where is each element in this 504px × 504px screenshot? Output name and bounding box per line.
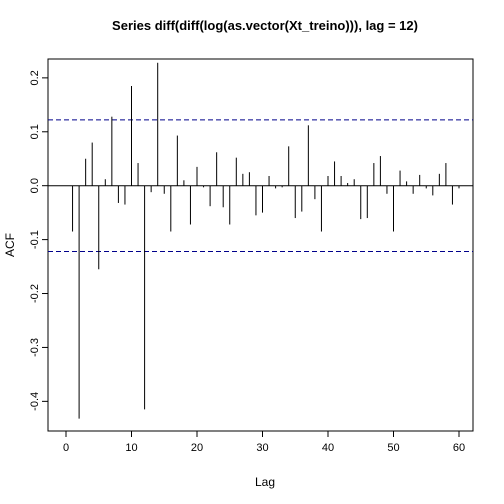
x-tick-label: 60 <box>453 442 465 454</box>
plot-layer <box>48 62 473 419</box>
chart-title: Series diff(diff(log(as.vector(Xt_treino… <box>112 18 418 33</box>
x-tick-label: 40 <box>322 442 334 454</box>
x-tick-label: 30 <box>256 442 268 454</box>
y-tick-label: 0.2 <box>29 70 41 85</box>
x-axis-label: Lag <box>255 475 275 489</box>
y-tick-label: 0.1 <box>29 124 41 139</box>
axis-layer: 0 10 20 30 40 50 60 -0.4 -0.3 -0.2 -0.1 0.0 0.1 0.2 <box>29 70 465 454</box>
x-tick-label: 50 <box>387 442 399 454</box>
y-tick-label: -0.3 <box>29 338 41 357</box>
x-tick-label: 20 <box>191 442 203 454</box>
y-tick-label: -0.4 <box>29 392 41 411</box>
y-tick-label: -0.2 <box>29 284 41 303</box>
y-axis-label: ACF <box>3 233 17 257</box>
y-tick-label: 0.0 <box>29 178 41 193</box>
y-tick-label: -0.1 <box>29 230 41 249</box>
plot-frame <box>47 58 474 432</box>
x-tick-label: 10 <box>125 442 137 454</box>
x-tick-label: 0 <box>63 442 69 454</box>
